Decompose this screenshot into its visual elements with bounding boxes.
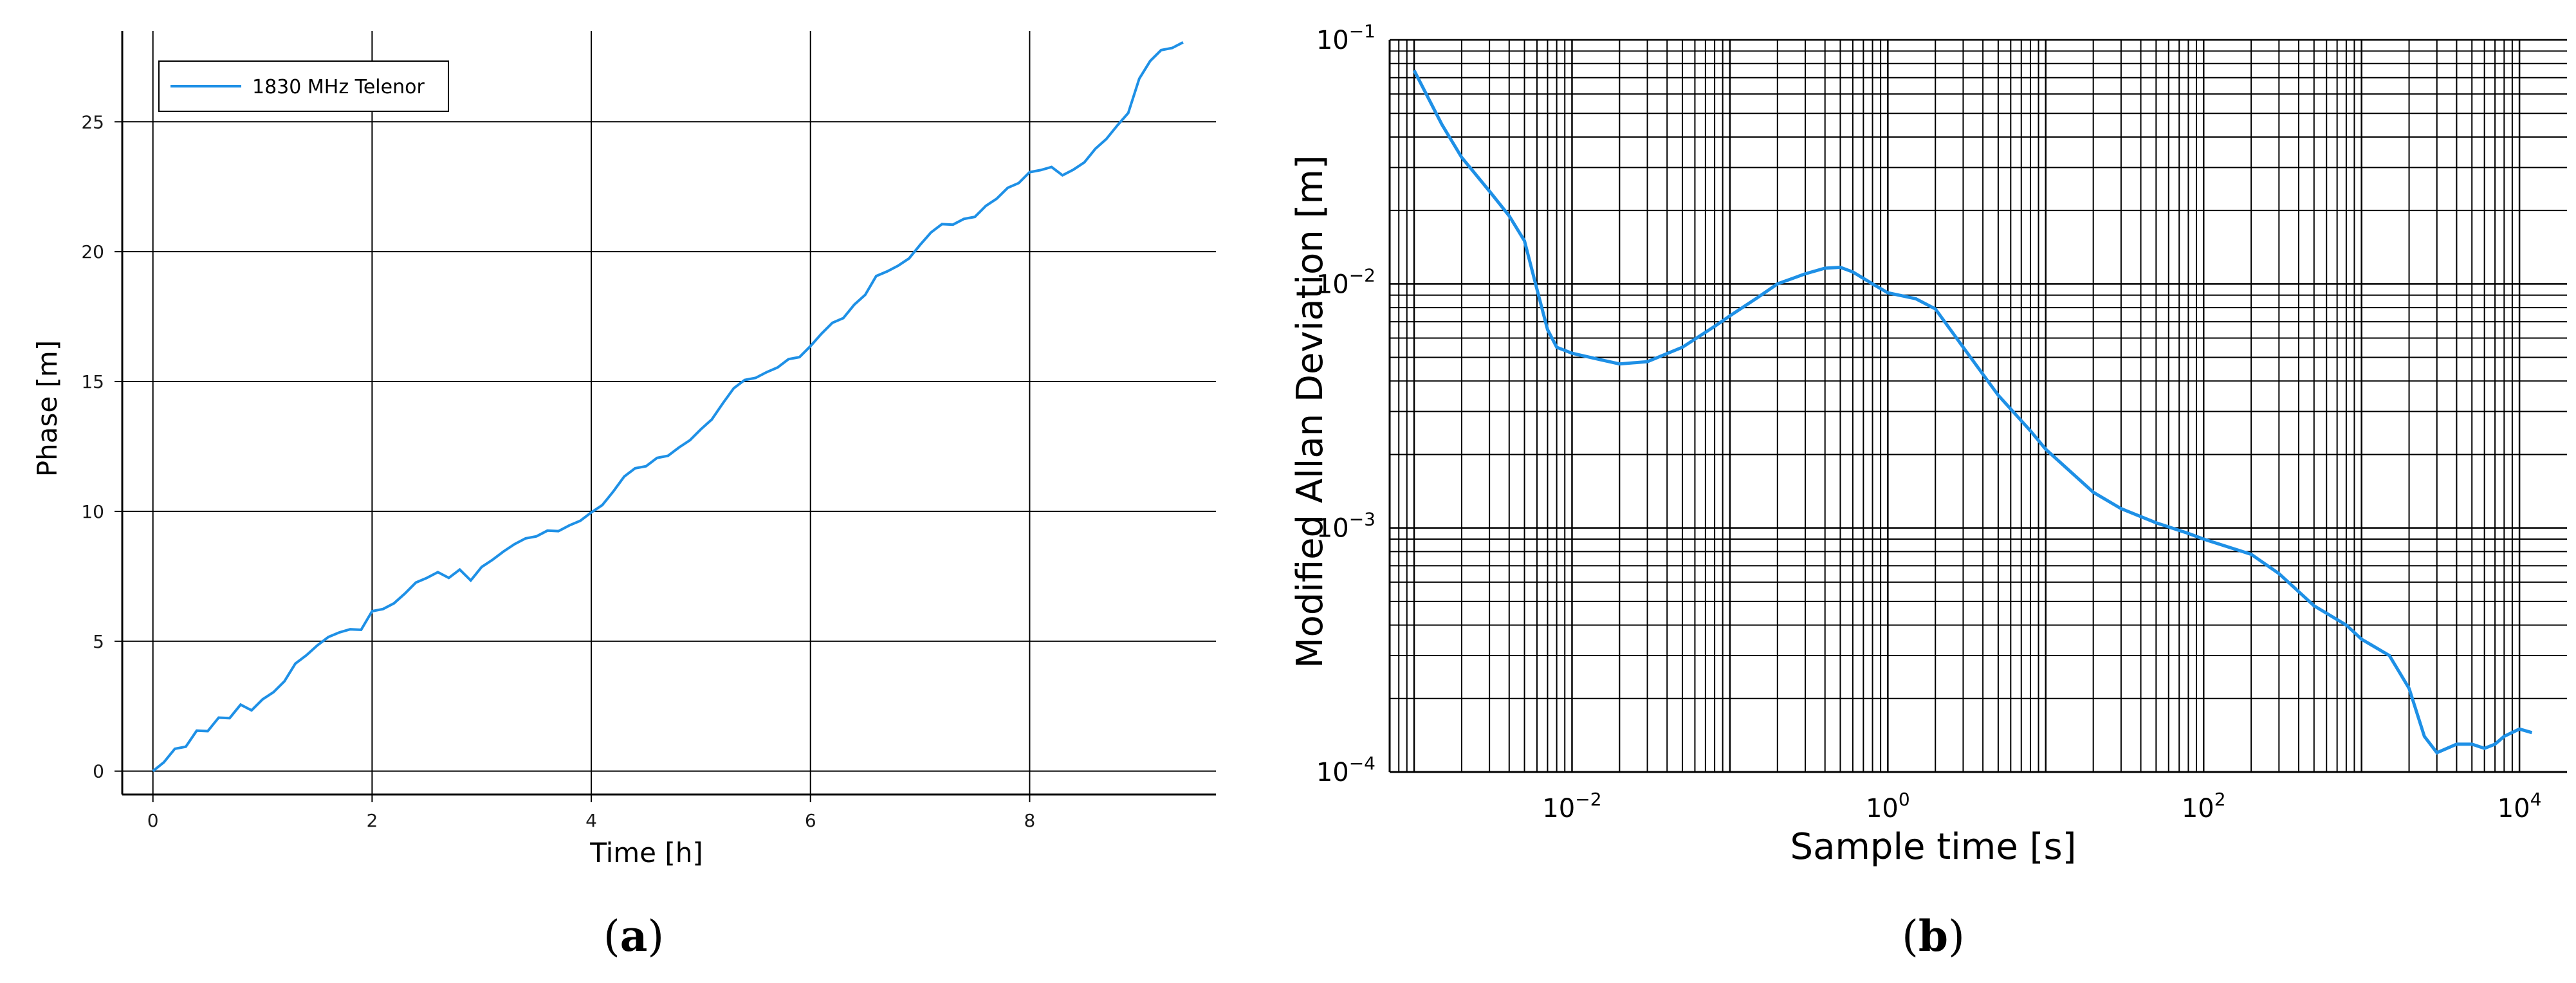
panel-a-legend: 1830 MHz Telenor [158,60,449,112]
caption-a-letter: a [620,911,648,961]
x-tick-label: 6 [805,810,816,831]
y-tick-label: 5 [93,631,104,652]
panel-a-phase-plot: 0 2 4 6 8 0 5 10 15 20 25 1830 MHz Telenor Time [h… [32,31,1216,868]
legend-label: 1830 MHz Telenor [252,76,425,98]
panel-b-tick-labels: 10−2 100 102 104 10−4 10−3 10−2 10−1 [1316,21,2542,823]
y-tick-label: 20 [81,241,104,262]
y-tick-label: 0 [93,761,104,782]
panel-b-allan-deviation-plot: 10−2 100 102 104 10−4 10−3 10−2 10−1 Sample tim… [1289,21,2567,868]
y-tick-label: 10−1 [1316,21,1375,55]
panel-b-x-axis-label: Sample time [s] [1790,826,2077,868]
panel-b-grid [1389,39,2567,773]
x-tick-label: 100 [1866,789,1910,823]
panel-a-series-line [152,41,1184,773]
y-tick-label: 10 [81,501,104,522]
panel-a-x-axis-label: Time [h] [589,837,703,868]
x-tick-label: 104 [2498,789,2542,823]
y-tick-label: 15 [81,371,104,392]
x-tick-label: 4 [585,810,597,831]
x-tick-label: 10−2 [1542,789,1601,823]
panel-a-tick-labels: 0 2 4 6 8 0 5 10 15 20 25 [81,111,1035,831]
y-tick-label: 10−2 [1316,264,1375,299]
caption-b: (b) [1902,911,1965,961]
panel-b-series-line [1412,69,2533,755]
x-tick-label: 102 [2182,789,2226,823]
caption-b-letter: b [1918,911,1948,961]
y-tick-label: 10−3 [1316,509,1375,544]
x-tick-label: 0 [147,810,159,831]
y-tick-label: 10−4 [1316,753,1375,787]
panel-a-grid [115,31,1216,802]
y-tick-label: 25 [81,111,104,133]
x-tick-label: 2 [366,810,378,831]
panel-a-y-axis-label: Phase [m] [32,340,63,477]
panel-b-axes [1388,40,2567,773]
caption-a: (a) [603,911,664,961]
x-tick-label: 8 [1024,810,1036,831]
panel-b-y-axis-label: Modified Allan Deviation [m] [1289,155,1331,668]
panel-captions: (a) (b) [603,911,1965,961]
panel-a-axes [121,31,1216,796]
